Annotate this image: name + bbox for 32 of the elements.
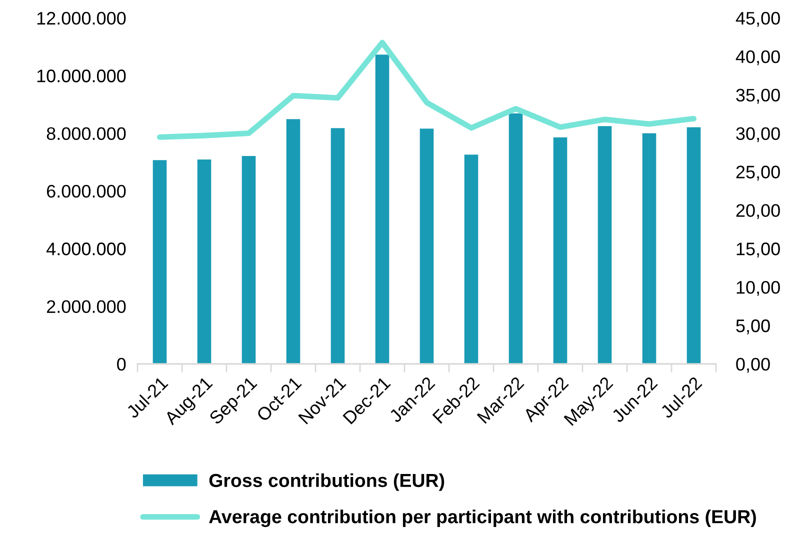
y2-tick-label: 0,00 [736,358,770,373]
y-tick-label: 10.000.000 [37,70,126,82]
bar [508,113,523,364]
bar [686,127,701,364]
y2-tick-label: 30,00 [736,127,780,142]
y-tick-label: 4.000.000 [46,242,126,256]
y2-tick-label: 35,00 [736,88,780,104]
bar [553,137,568,364]
bar [330,128,345,364]
bar [642,133,656,364]
legend-label: Average contribution per participant with contributions (EUR) [209,510,756,528]
bar [286,119,300,364]
y2-tick-label: 20,00 [736,204,780,220]
bar [375,54,390,364]
y2-tick-label: 10,00 [736,280,780,296]
legend-label: Gross contributions (EUR) [209,473,444,491]
bar [152,160,167,364]
bar [598,126,612,364]
y2-tick-label: 5,00 [736,319,770,334]
bar [242,156,256,364]
y-tick-label: 12.000.000 [37,12,126,25]
bar [464,154,478,364]
y-tick-label: 6.000.000 [46,184,126,198]
y2-tick-label: 25,00 [736,166,780,181]
bar [197,160,212,364]
y2-tick-label: 45,00 [736,12,780,27]
y-tick-label: 0 [117,358,126,371]
y-tick-label: 2.000.000 [46,300,126,313]
bar [420,128,434,364]
y-tick-label: 8.000.000 [46,127,126,140]
y2-tick-label: 40,00 [736,50,780,66]
y2-tick-label: 15,00 [736,242,780,258]
